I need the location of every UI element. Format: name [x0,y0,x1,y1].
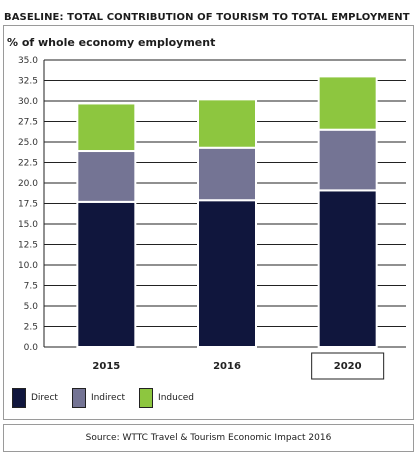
y-tick-label: 12.5 [18,241,38,251]
legend-label-indirect: Indirect [90,393,126,403]
bar-segment-direct [317,189,378,348]
y-tick-label: 10.0 [18,261,38,271]
bar-segment-indirect [317,128,378,192]
y-tick-label: 27.5 [18,118,38,128]
legend-label-induced: Induced [158,393,195,403]
bar-segment-direct [197,199,257,348]
legend: Direct Indirect Induced [12,387,208,409]
x-tick-label: 2015 [92,361,120,372]
bar-segment-induced [317,75,378,131]
y-tick-label: 35.0 [18,56,38,66]
bar-segment-induced [76,102,137,153]
legend-item-direct: Direct [12,388,58,408]
y-tick-label: 22.5 [18,159,38,169]
y-tick-label: 0.0 [24,343,39,353]
legend-label-direct: Direct [31,393,58,403]
chart-plot: 0.0 2.5 5.0 7.5 10.0 12.5 15.0 17.5 20.0 22.5 25.0… [18,56,406,380]
legend-swatch-direct [12,388,26,408]
y-tick-label: 15.0 [18,220,38,230]
x-tick-highlight [311,352,385,380]
bar-segment-indirect [76,150,137,203]
y-tick-label: 25.0 [18,138,38,148]
chart-title: BASELINE: TOTAL CONTRIBUTION OF TOURISM … [4,12,410,23]
legend-item-induced: Induced [139,388,194,408]
y-tick-label: 20.0 [18,179,38,189]
chart-frame [3,25,414,420]
bar-segment-indirect [197,146,257,202]
y-tick-label: 7.5 [24,282,38,292]
x-tick-label: 2020 [334,361,362,372]
legend-item-indirect: Indirect [71,388,126,408]
bar-segment-induced [197,98,257,149]
y-tick-label: 30.0 [18,97,38,107]
y-tick-label: 17.5 [18,200,38,210]
legend-swatch-induced [139,388,154,408]
legend-swatch-indirect [71,388,86,408]
y-tick-label: 5.0 [24,302,39,312]
x-tick-label: 2016 [213,361,241,372]
bar-segment-direct [76,200,137,348]
y-tick-label: 32.5 [18,77,38,87]
chart-subtitle: % of whole economy employment [7,36,216,49]
source-note: Source: WTTC Travel & Tourism Economic I… [3,424,414,452]
y-tick-label: 2.5 [24,323,38,333]
